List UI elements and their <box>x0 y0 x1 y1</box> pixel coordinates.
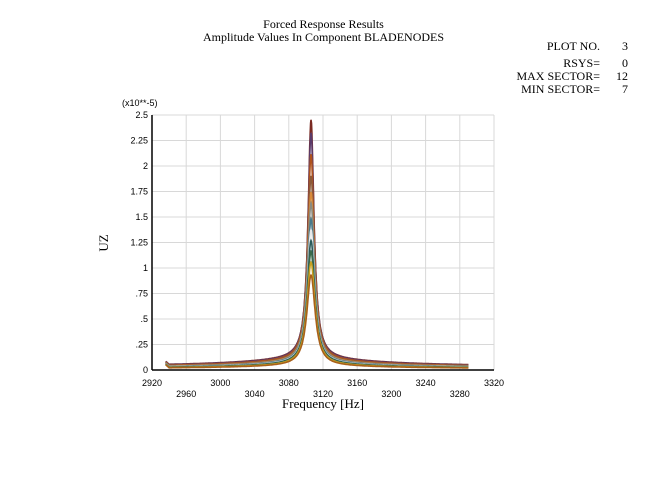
y-multiplier-label: (x10**-5) <box>122 98 158 108</box>
y-tick-label: 2.5 <box>135 110 148 120</box>
x-tick-label: 3040 <box>245 389 265 399</box>
chart-title-line1: Forced Response Results <box>263 17 384 31</box>
x-tick-label: 3160 <box>347 378 367 388</box>
y-tick-label: 2 <box>143 161 148 171</box>
rsys-value: 0 <box>622 56 628 70</box>
response-curve <box>165 191 469 367</box>
plot-no-value: 3 <box>622 39 628 53</box>
x-tick-labels: 2920 2960 3000 3040 3080 3120 3160 3200 3240 3280… <box>142 378 504 399</box>
y-axis-label: UZ <box>96 234 111 251</box>
y-tick-label: 2.25 <box>130 136 148 146</box>
y-tick-label: 1.75 <box>130 187 148 197</box>
max-sector-label: MAX SECTOR= <box>516 69 600 83</box>
y-tick-label: .75 <box>135 289 148 299</box>
x-axis-label: Frequency [Hz] <box>282 396 364 411</box>
x-tick-label: 3120 <box>313 389 333 399</box>
y-tick-label: 0 <box>143 365 148 375</box>
x-tick-label: 3080 <box>279 378 299 388</box>
x-tick-label: 3000 <box>210 378 230 388</box>
min-sector-label: MIN SECTOR= <box>521 82 600 96</box>
chart-title-line2: Amplitude Values In Component BLADENODES <box>202 30 445 44</box>
x-tick-label: 2920 <box>142 378 162 388</box>
min-sector-value: 7 <box>622 82 628 96</box>
response-curve <box>165 273 469 369</box>
response-curves <box>165 119 469 369</box>
x-tick-label: 3320 <box>484 378 504 388</box>
y-tick-label: 1.25 <box>130 238 148 248</box>
y-tick-labels: 0 .25 .5 .75 1 1.25 1.5 1.75 2 2.25 2.5 <box>130 110 148 375</box>
grid-lines <box>151 114 495 371</box>
y-tick-label: 1.5 <box>135 212 148 222</box>
y-tick-label: 1 <box>143 263 148 273</box>
x-tick-label: 2960 <box>176 389 196 399</box>
x-tick-label: 3200 <box>381 389 401 399</box>
axes <box>151 115 494 371</box>
x-tick-label: 3240 <box>416 378 436 388</box>
plot-no-label: PLOT NO. <box>546 39 600 53</box>
max-sector-value: 12 <box>616 69 628 83</box>
rsys-label: RSYS= <box>563 56 600 70</box>
y-tick-label: .25 <box>135 340 148 350</box>
response-curve <box>165 175 469 367</box>
x-tick-label: 3280 <box>450 389 470 399</box>
y-tick-label: .5 <box>140 314 148 324</box>
